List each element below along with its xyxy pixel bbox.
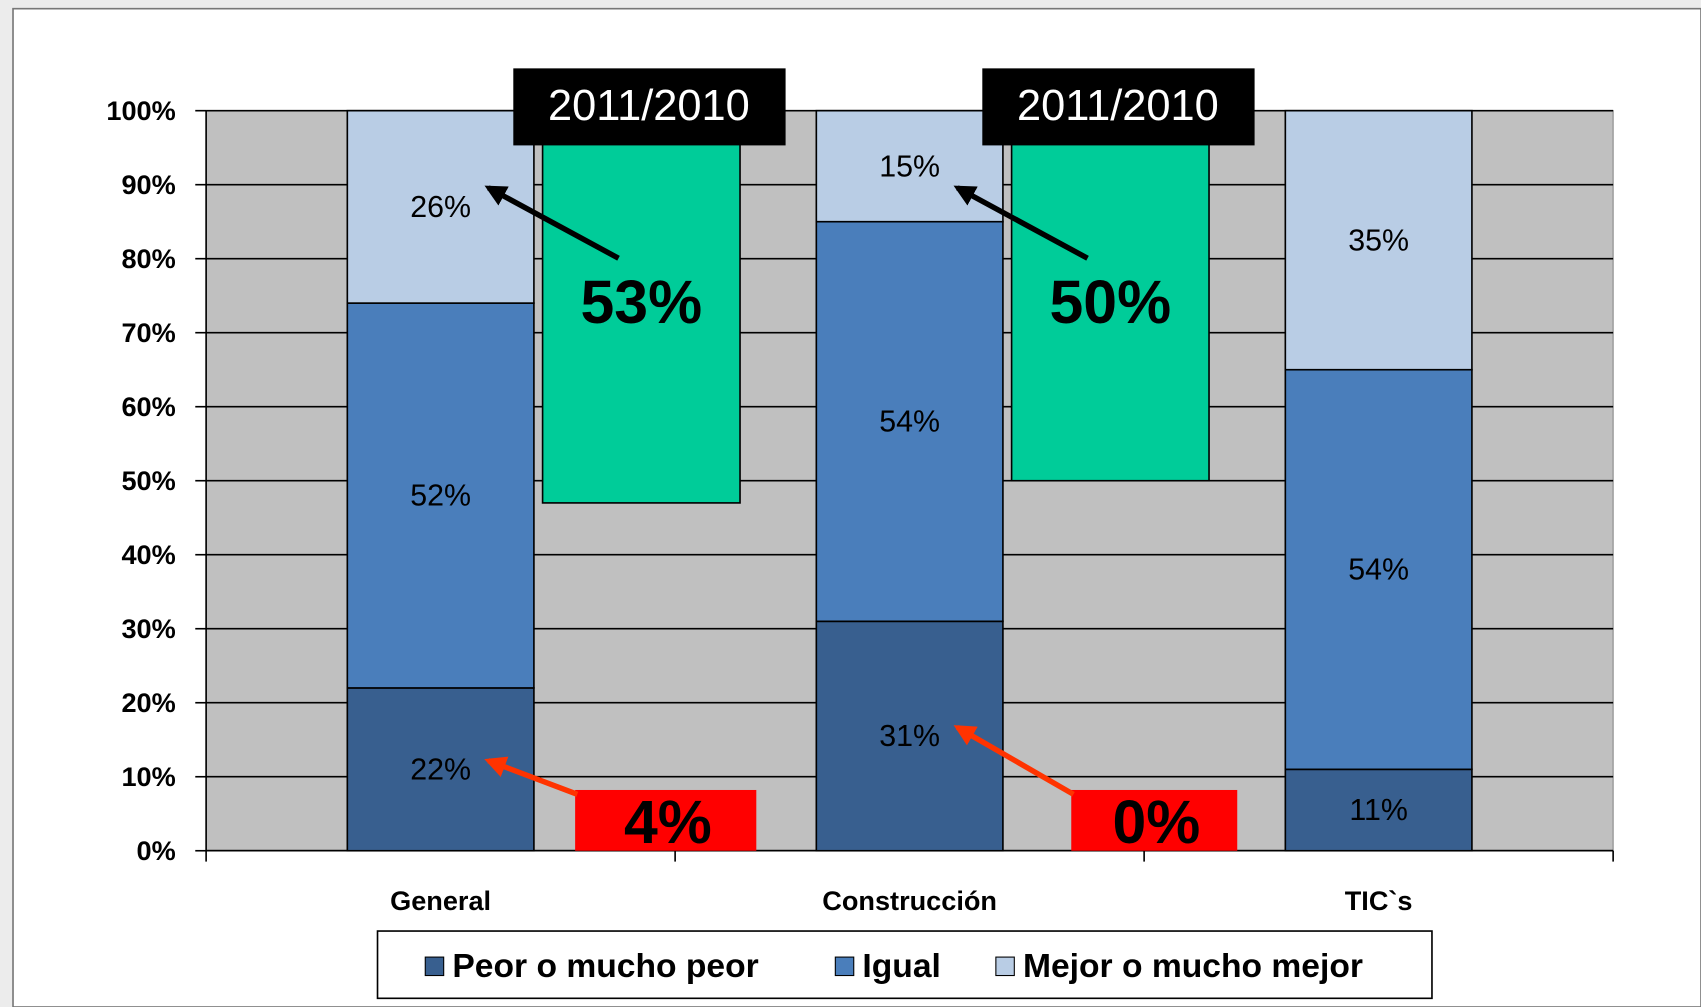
period-box xyxy=(513,68,786,146)
decrease-box xyxy=(1071,789,1238,851)
increase-box xyxy=(1010,142,1210,482)
y-tick-label: 10% xyxy=(121,761,175,792)
decrease-label: 0% xyxy=(1113,788,1201,856)
legend-box xyxy=(376,930,1433,1000)
arrow xyxy=(484,756,579,797)
bar-segment xyxy=(1284,768,1473,852)
value-label: 35% xyxy=(1348,224,1409,257)
value-label: 31% xyxy=(879,720,940,753)
increase-label: 53% xyxy=(581,268,703,336)
bar-segment xyxy=(1284,109,1473,371)
bar-segment xyxy=(346,302,535,689)
arrow xyxy=(953,725,1075,797)
value-label: 11% xyxy=(1349,794,1408,827)
y-tick-label: 30% xyxy=(121,613,175,644)
period-label: 2011/2010 xyxy=(1017,82,1219,130)
value-label: 26% xyxy=(410,191,471,224)
legend-swatch xyxy=(834,956,855,977)
y-tick-label: 90% xyxy=(121,169,175,200)
y-tick-label: 50% xyxy=(121,465,175,496)
legend-label: Igual xyxy=(862,948,940,985)
value-label: 15% xyxy=(879,150,940,183)
value-label: 22% xyxy=(410,754,471,787)
y-tick-label: 70% xyxy=(121,317,175,348)
period-label: 2011/2010 xyxy=(548,82,750,130)
bar-segment xyxy=(346,109,535,304)
legend-swatch xyxy=(995,956,1015,977)
value-label: 52% xyxy=(410,480,471,513)
y-tick-label: 100% xyxy=(106,95,175,126)
period-box xyxy=(982,68,1255,146)
y-tick-label: 60% xyxy=(121,391,175,422)
increase-label: 50% xyxy=(1050,268,1172,336)
y-tick-label: 20% xyxy=(121,687,175,718)
x-tick-label: TIC`s xyxy=(1345,885,1413,916)
y-tick-label: 80% xyxy=(121,243,175,274)
legend-swatch xyxy=(424,956,445,977)
bar-segment xyxy=(1284,368,1473,771)
legend-label: Mejor o mucho mejor xyxy=(1023,948,1363,985)
decrease-box xyxy=(575,789,757,851)
x-tick-label: Construcción xyxy=(822,885,997,916)
increase-box xyxy=(541,142,741,504)
y-tick-label: 40% xyxy=(121,539,175,570)
legend-label: Peor o mucho peor xyxy=(452,948,758,985)
decrease-label: 4% xyxy=(624,788,712,856)
arrow xyxy=(484,185,620,261)
value-label: 54% xyxy=(1348,554,1409,587)
x-tick-label: General xyxy=(390,885,491,916)
value-label: 54% xyxy=(879,406,940,439)
y-tick-label: 0% xyxy=(137,835,176,866)
arrow xyxy=(953,185,1089,261)
